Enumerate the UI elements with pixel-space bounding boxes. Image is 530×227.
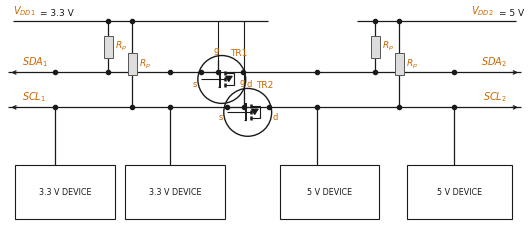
Bar: [395, 53, 404, 75]
Text: 3.3 V DEVICE: 3.3 V DEVICE: [39, 188, 92, 197]
Text: 5 V DEVICE: 5 V DEVICE: [437, 188, 482, 197]
Text: $SDA_2$: $SDA_2$: [481, 56, 507, 69]
Text: $SCL_1$: $SCL_1$: [22, 91, 47, 104]
Text: d: d: [272, 113, 278, 122]
Text: = 3.3 V: = 3.3 V: [40, 9, 74, 18]
Bar: [128, 53, 137, 75]
Text: $SDA_1$: $SDA_1$: [22, 56, 48, 69]
Text: TR2: TR2: [255, 81, 273, 90]
Text: $V_{DD2}$: $V_{DD2}$: [471, 4, 494, 18]
Bar: [104, 36, 113, 57]
Bar: [15, 165, 115, 219]
Text: $R_p$: $R_p$: [406, 57, 418, 71]
Bar: [371, 36, 380, 57]
Text: $SCL_2$: $SCL_2$: [483, 91, 507, 104]
Text: $V_{DD1}$: $V_{DD1}$: [13, 4, 36, 18]
Polygon shape: [252, 109, 258, 114]
Text: 3.3 V DEVICE: 3.3 V DEVICE: [149, 188, 201, 197]
Text: s: s: [192, 80, 197, 89]
Text: 5 V DEVICE: 5 V DEVICE: [307, 188, 352, 197]
Text: $R_p$: $R_p$: [139, 57, 151, 71]
Bar: [407, 165, 512, 219]
Polygon shape: [226, 76, 232, 81]
Text: d: d: [246, 80, 252, 89]
Bar: [125, 165, 225, 219]
Text: $R_p$: $R_p$: [115, 40, 127, 53]
Text: = 5 V: = 5 V: [499, 9, 524, 18]
Text: $R_p$: $R_p$: [382, 40, 394, 53]
Bar: [280, 165, 379, 219]
Text: s: s: [218, 113, 223, 122]
Text: TR1: TR1: [230, 49, 247, 57]
Text: g: g: [239, 79, 244, 87]
Text: g: g: [213, 46, 218, 54]
